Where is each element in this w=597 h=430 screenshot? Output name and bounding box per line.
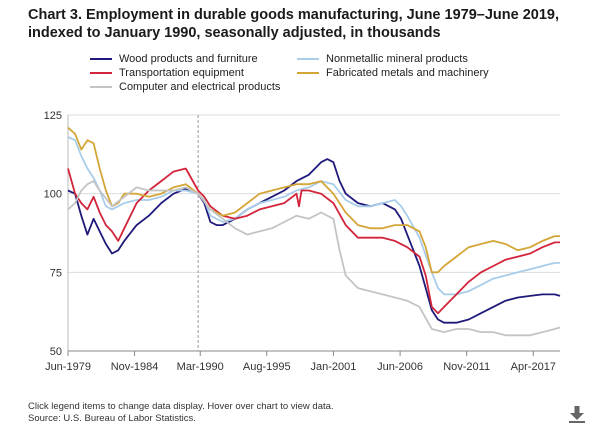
download-arrow-icon[interactable] xyxy=(567,404,587,424)
y-tick-label: 100 xyxy=(44,189,62,201)
legend-swatch-transport xyxy=(90,72,112,74)
series-line-fabricated[interactable] xyxy=(67,126,560,274)
legend-item-wood[interactable]: Wood products and furniture xyxy=(90,53,258,65)
y-tick-label: 75 xyxy=(50,267,62,279)
source-note: Source: U.S. Bureau of Labor Statistics. xyxy=(28,413,196,424)
legend-swatch-computer xyxy=(90,86,112,88)
legend-label-nonmetallic: Nonmetallic mineral products xyxy=(326,53,468,65)
x-tick-label: Aug-1995 xyxy=(243,361,291,373)
legend-label-transport: Transportation equipment xyxy=(119,67,244,79)
series-line-transport[interactable] xyxy=(67,167,560,315)
legend-item-computer[interactable]: Computer and electrical products xyxy=(90,81,280,93)
series-line-nonmetallic[interactable] xyxy=(67,136,560,296)
x-tick-label: Nov-1984 xyxy=(111,361,159,373)
legend-item-nonmetallic[interactable]: Nonmetallic mineral products xyxy=(297,53,468,65)
chart-title-line-2: indexed to January 1990, seasonally adju… xyxy=(28,25,441,41)
legend-swatch-wood xyxy=(90,58,112,60)
x-tick-label: Jun-2006 xyxy=(377,361,423,373)
chart-title: Chart 3. Employment in durable goods man… xyxy=(28,6,588,42)
x-tick-label: Jun-1979 xyxy=(45,361,91,373)
y-tick-label: 125 xyxy=(44,110,62,122)
legend-item-fabricated[interactable]: Fabricated metals and machinery xyxy=(297,67,489,79)
series-line-computer[interactable] xyxy=(67,180,561,337)
legend-label-computer: Computer and electrical products xyxy=(119,81,281,93)
x-tick-label: Mar-1990 xyxy=(177,361,224,373)
chart-title-line-1: Chart 3. Employment in durable goods man… xyxy=(28,7,559,23)
y-tick-label: 50 xyxy=(50,346,62,358)
series-line-wood[interactable] xyxy=(67,158,561,324)
x-tick-label: Apr-2017 xyxy=(511,361,556,373)
legend-swatch-fabricated xyxy=(297,72,319,74)
legend-swatch-nonmetallic xyxy=(297,58,319,60)
x-tick-label: Jan-2001 xyxy=(310,361,356,373)
x-tick-label: Nov-2011 xyxy=(443,361,490,373)
instructions-note: Click legend items to change data displa… xyxy=(28,401,334,412)
legend-label-fabricated: Fabricated metals and machinery xyxy=(326,67,489,79)
legend-label-wood: Wood products and furniture xyxy=(119,53,258,65)
legend-item-transport[interactable]: Transportation equipment xyxy=(90,67,244,79)
